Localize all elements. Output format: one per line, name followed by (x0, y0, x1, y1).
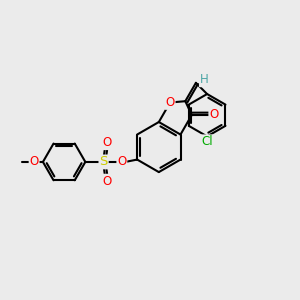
Text: O: O (117, 155, 127, 168)
Text: O: O (103, 136, 112, 149)
Text: O: O (103, 175, 112, 188)
Text: Cl: Cl (201, 135, 213, 148)
Text: O: O (29, 155, 39, 168)
Text: O: O (166, 96, 175, 109)
Text: H: H (200, 74, 208, 86)
Text: O: O (209, 109, 218, 122)
Text: S: S (99, 155, 108, 168)
